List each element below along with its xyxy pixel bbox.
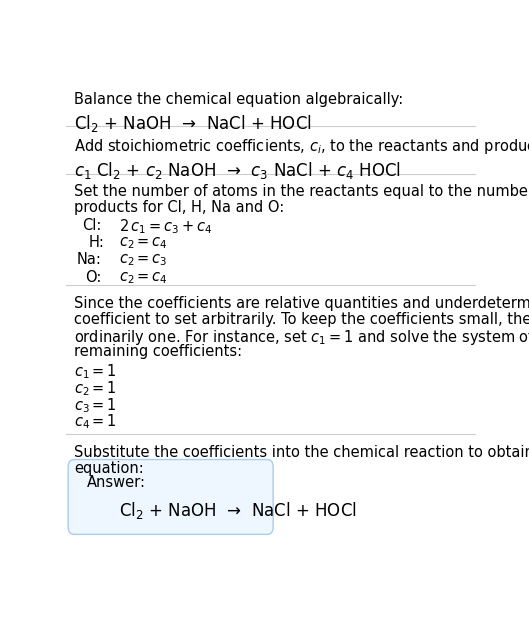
Text: Set the number of atoms in the reactants equal to the number of atoms in the: Set the number of atoms in the reactants… [74,184,529,199]
Text: $c_4 = 1$: $c_4 = 1$ [74,413,117,431]
Text: Add stoichiometric coefficients, $c_i$, to the reactants and products:: Add stoichiometric coefficients, $c_i$, … [74,137,529,156]
Text: $c_2 = c_4$: $c_2 = c_4$ [120,270,168,285]
Text: Balance the chemical equation algebraically:: Balance the chemical equation algebraica… [74,92,404,107]
Text: H:: H: [89,235,105,250]
Text: ordinarily one. For instance, set $c_1 = 1$ and solve the system of equations fo: ordinarily one. For instance, set $c_1 =… [74,328,529,347]
FancyBboxPatch shape [68,460,273,534]
Text: Since the coefficients are relative quantities and underdetermined, choose a: Since the coefficients are relative quan… [74,296,529,311]
Text: $c_2 = 1$: $c_2 = 1$ [74,379,117,398]
Text: equation:: equation: [74,461,144,476]
Text: coefficient to set arbitrarily. To keep the coefficients small, the arbitrary va: coefficient to set arbitrarily. To keep … [74,312,529,327]
Text: Cl$_2$ + NaOH  →  NaCl + HOCl: Cl$_2$ + NaOH → NaCl + HOCl [120,500,357,520]
Text: remaining coefficients:: remaining coefficients: [74,344,242,359]
Text: Answer:: Answer: [87,475,145,490]
Text: $c_1$ Cl$_2$ + $c_2$ NaOH  →  $c_3$ NaCl + $c_4$ HOCl: $c_1$ Cl$_2$ + $c_2$ NaOH → $c_3$ NaCl +… [74,161,402,181]
Text: O:: O: [85,270,102,285]
Text: $c_2 = c_3$: $c_2 = c_3$ [120,253,168,268]
Text: Substitute the coefficients into the chemical reaction to obtain the balanced: Substitute the coefficients into the che… [74,445,529,460]
Text: products for Cl, H, Na and O:: products for Cl, H, Na and O: [74,200,285,215]
Text: $c_2 = c_4$: $c_2 = c_4$ [120,235,168,251]
Text: $c_3 = 1$: $c_3 = 1$ [74,396,117,414]
Text: Cl$_2$ + NaOH  →  NaCl + HOCl: Cl$_2$ + NaOH → NaCl + HOCl [74,113,312,134]
Text: $c_1 = 1$: $c_1 = 1$ [74,362,117,381]
Text: $2\, c_1 = c_3 + c_4$: $2\, c_1 = c_3 + c_4$ [120,218,213,236]
Text: Na:: Na: [76,253,101,268]
Text: Cl:: Cl: [83,218,102,233]
